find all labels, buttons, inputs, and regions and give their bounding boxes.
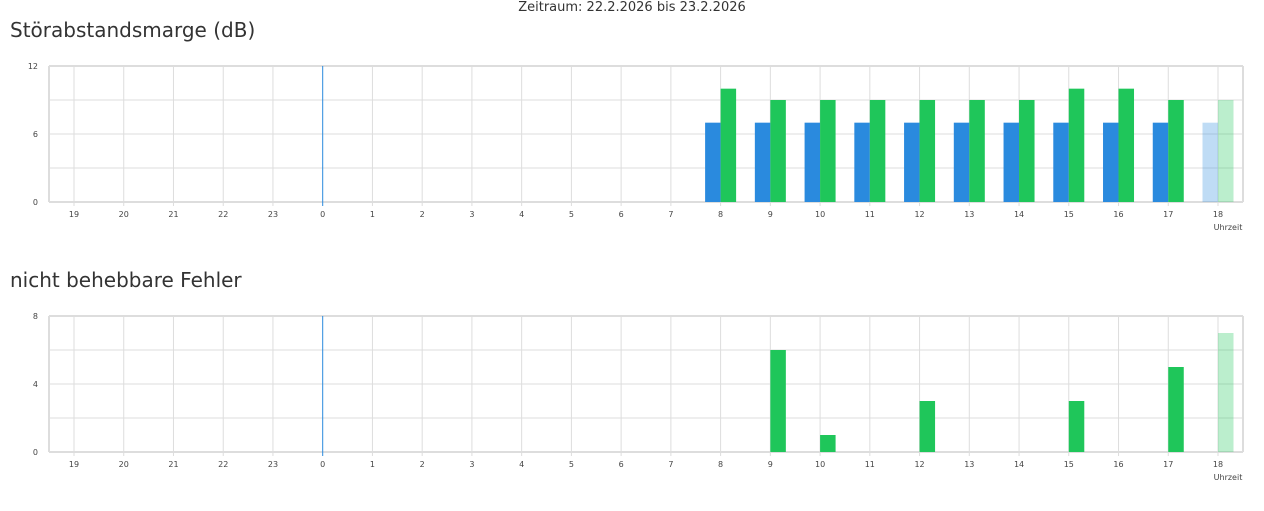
bar bbox=[754, 122, 771, 202]
x-tick-label: 7 bbox=[668, 460, 673, 469]
chart-title-errors: nicht behebbare Fehler bbox=[10, 268, 242, 292]
x-axis-label: Uhrzeit bbox=[1214, 473, 1243, 482]
bar bbox=[1152, 122, 1169, 202]
bar bbox=[969, 100, 985, 202]
x-tick-label: 21 bbox=[168, 460, 178, 469]
x-tick-label: 8 bbox=[718, 210, 723, 219]
x-tick-label: 15 bbox=[1064, 210, 1074, 219]
x-tick-label: 23 bbox=[268, 460, 278, 469]
bar bbox=[720, 88, 737, 202]
x-tick-label: 17 bbox=[1163, 460, 1173, 469]
x-tick-label: 6 bbox=[619, 210, 624, 219]
x-tick-label: 5 bbox=[569, 210, 574, 219]
bar bbox=[1053, 122, 1069, 202]
x-tick-label: 11 bbox=[865, 210, 875, 219]
x-tick-label: 19 bbox=[69, 460, 79, 469]
bar bbox=[1168, 367, 1184, 452]
x-tick-label: 0 bbox=[320, 460, 325, 469]
bar bbox=[1019, 100, 1035, 202]
bar bbox=[1218, 100, 1234, 202]
y-tick-label: 0 bbox=[33, 198, 38, 207]
x-tick-label: 6 bbox=[619, 460, 624, 469]
x-tick-label: 15 bbox=[1064, 460, 1074, 469]
y-tick-label: 8 bbox=[33, 312, 38, 321]
bar bbox=[1168, 100, 1184, 202]
x-tick-label: 16 bbox=[1113, 460, 1123, 469]
x-tick-label: 14 bbox=[1014, 460, 1024, 469]
x-tick-label: 10 bbox=[815, 460, 825, 469]
y-tick-label: 0 bbox=[33, 448, 38, 457]
bar bbox=[804, 122, 821, 202]
x-tick-label: 4 bbox=[519, 210, 524, 219]
x-tick-label: 9 bbox=[768, 460, 773, 469]
x-tick-label: 18 bbox=[1213, 460, 1223, 469]
x-tick-label: 19 bbox=[69, 210, 79, 219]
bar bbox=[1202, 122, 1218, 202]
x-tick-label: 3 bbox=[469, 210, 474, 219]
bar bbox=[869, 100, 886, 202]
chart-title-snr: Störabstandsmarge (dB) bbox=[10, 18, 256, 42]
x-tick-label: 12 bbox=[914, 210, 924, 219]
x-tick-label: 10 bbox=[815, 210, 825, 219]
bar bbox=[770, 100, 786, 202]
x-tick-label: 9 bbox=[768, 210, 773, 219]
x-axis-label: Uhrzeit bbox=[1214, 223, 1243, 232]
bar bbox=[1003, 122, 1020, 202]
x-tick-label: 20 bbox=[119, 210, 129, 219]
x-tick-label: 23 bbox=[268, 210, 278, 219]
x-tick-label: 3 bbox=[469, 460, 474, 469]
x-tick-label: 13 bbox=[964, 460, 974, 469]
x-tick-label: 22 bbox=[218, 460, 228, 469]
x-tick-label: 12 bbox=[914, 460, 924, 469]
bar bbox=[953, 122, 970, 202]
x-tick-label: 16 bbox=[1113, 210, 1123, 219]
bar bbox=[1068, 88, 1085, 202]
period-label: Zeitraum: 22.2.2026 bis 23.2.2026 bbox=[518, 0, 746, 15]
bar bbox=[705, 122, 721, 202]
x-tick-label: 18 bbox=[1213, 210, 1223, 219]
bar bbox=[1118, 88, 1135, 202]
x-tick-label: 8 bbox=[718, 460, 723, 469]
x-tick-label: 2 bbox=[420, 460, 425, 469]
x-tick-label: 17 bbox=[1163, 210, 1173, 219]
y-tick-label: 4 bbox=[33, 380, 38, 389]
x-tick-label: 1 bbox=[370, 460, 375, 469]
x-tick-label: 13 bbox=[964, 210, 974, 219]
x-tick-label: 5 bbox=[569, 460, 574, 469]
y-tick-label: 12 bbox=[28, 62, 38, 71]
x-tick-label: 22 bbox=[218, 210, 228, 219]
x-tick-label: 0 bbox=[320, 210, 325, 219]
bar bbox=[1218, 333, 1234, 452]
x-tick-label: 4 bbox=[519, 460, 524, 469]
bar bbox=[820, 100, 836, 202]
bar bbox=[820, 435, 836, 452]
x-tick-label: 14 bbox=[1014, 210, 1024, 219]
bar bbox=[770, 350, 786, 452]
x-tick-label: 7 bbox=[668, 210, 673, 219]
bar bbox=[1068, 401, 1085, 452]
x-tick-label: 20 bbox=[119, 460, 129, 469]
bar bbox=[854, 122, 870, 202]
bar bbox=[919, 100, 936, 202]
x-tick-label: 21 bbox=[168, 210, 178, 219]
y-tick-label: 6 bbox=[33, 130, 38, 139]
x-tick-label: 1 bbox=[370, 210, 375, 219]
bar bbox=[919, 401, 936, 452]
x-tick-label: 11 bbox=[865, 460, 875, 469]
bar bbox=[904, 122, 920, 202]
bar bbox=[1103, 122, 1119, 202]
x-tick-label: 2 bbox=[420, 210, 425, 219]
